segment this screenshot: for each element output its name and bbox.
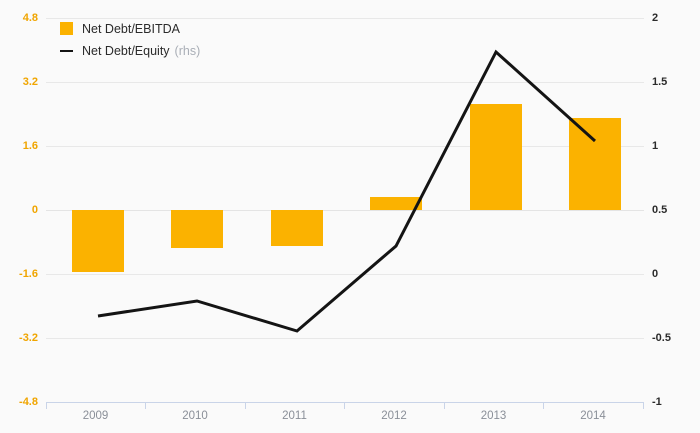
right-axis-tick: -1 <box>652 396 662 408</box>
legend-item-label: Net Debt/Equity <box>82 43 170 58</box>
legend-item-axis-note: (rhs) <box>174 43 201 58</box>
x-axis-tick <box>543 402 544 409</box>
gridline <box>46 274 644 275</box>
x-axis-label-2014: 2014 <box>580 410 606 422</box>
gridline-zero <box>46 210 644 211</box>
x-axis-tick <box>145 402 146 409</box>
gridline <box>46 82 644 83</box>
x-axis-tick <box>344 402 345 409</box>
left-axis-tick: 3.2 <box>22 76 38 88</box>
bar-2013[interactable] <box>470 104 522 210</box>
right-axis-tick: 0 <box>652 268 659 280</box>
gridline <box>46 18 644 19</box>
bar-2012[interactable] <box>370 197 422 210</box>
bar-2009[interactable] <box>72 210 124 272</box>
right-axis-tick: 0.5 <box>652 204 668 216</box>
plot-area <box>46 18 644 403</box>
x-axis-label-2011: 2011 <box>282 410 307 422</box>
x-axis-tick <box>444 402 445 409</box>
x-axis-tick <box>46 402 47 409</box>
left-axis-tick: 1.6 <box>22 140 38 152</box>
x-axis-tick <box>245 402 246 409</box>
gridline <box>46 338 644 339</box>
right-axis-tick: 1.5 <box>652 76 668 88</box>
bar-2014[interactable] <box>569 118 621 210</box>
legend-item-net-debt-ebitda[interactable]: Net Debt/EBITDA <box>60 20 200 37</box>
left-axis: 4.8 3.2 1.6 0 -1.6 -3.2 -4.8 <box>0 13 38 408</box>
bar-2011[interactable] <box>271 210 323 246</box>
x-axis-label-2010: 2010 <box>182 410 208 422</box>
legend-item-net-debt-equity[interactable]: Net Debt/Equity (rhs) <box>60 42 200 59</box>
right-axis-tick: 2 <box>652 12 659 24</box>
legend-square-swatch-icon <box>60 22 73 35</box>
x-axis-label-2009: 2009 <box>82 410 109 422</box>
left-axis-tick: 4.8 <box>22 12 38 24</box>
bar-2010[interactable] <box>171 210 223 248</box>
right-axis-tick: 1 <box>652 140 659 152</box>
gridline <box>46 146 644 147</box>
net-debt-equity-polyline <box>97 49 597 333</box>
left-axis-tick: -1.6 <box>19 268 38 280</box>
x-axis-label-2012: 2012 <box>381 410 407 422</box>
legend-item-label: Net Debt/EBITDA <box>82 21 180 36</box>
left-axis-tick: -3.2 <box>19 332 38 344</box>
x-axis-line <box>46 402 644 403</box>
left-axis-tick: 0 <box>31 204 38 216</box>
x-axis-tick <box>643 402 644 409</box>
x-axis-label-2013: 2013 <box>480 410 507 422</box>
line-series-net-debt-equity <box>97 49 597 333</box>
legend-line-swatch-icon <box>60 49 73 52</box>
left-axis-tick: -4.8 <box>19 396 38 408</box>
right-axis-tick: -0.5 <box>652 332 671 344</box>
right-axis: 2 1.5 1 0.5 0 -0.5 -1 <box>652 13 696 408</box>
chart-legend: Net Debt/EBITDA Net Debt/Equity (rhs) <box>60 20 200 59</box>
